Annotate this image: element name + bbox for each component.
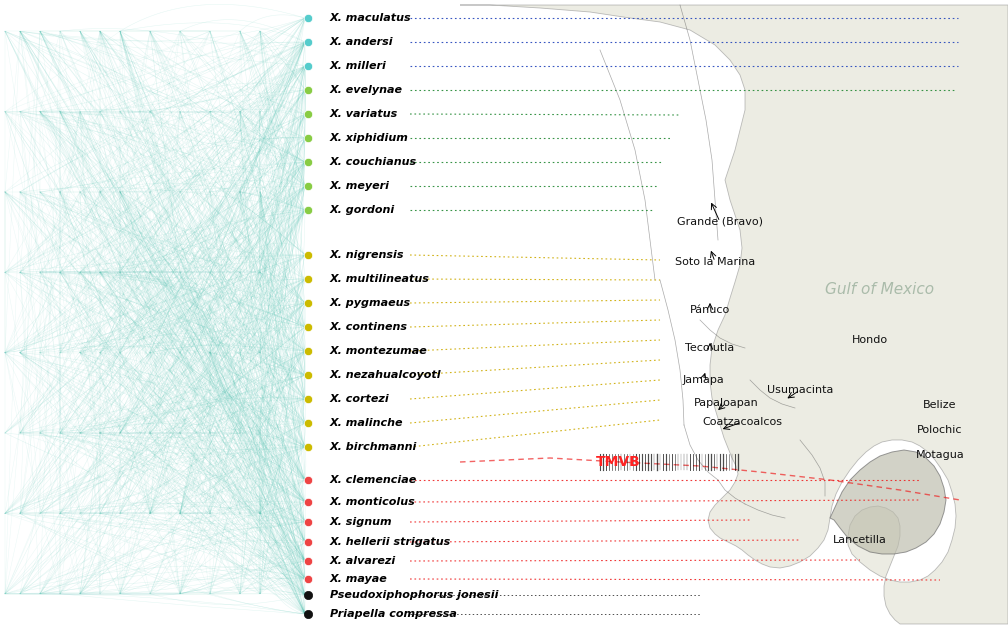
Text: X. cortezi: X. cortezi: [330, 394, 390, 404]
Text: Belize: Belize: [923, 400, 957, 410]
Text: X. meyeri: X. meyeri: [330, 181, 390, 191]
Text: Papaloapan: Papaloapan: [694, 398, 758, 408]
Text: X. nigrensis: X. nigrensis: [330, 250, 404, 260]
Text: X. montezumae: X. montezumae: [330, 346, 427, 356]
Text: X. signum: X. signum: [330, 517, 393, 527]
Text: X. mayae: X. mayae: [330, 574, 388, 584]
Text: X. alvarezi: X. alvarezi: [330, 556, 396, 566]
Text: Jamapa: Jamapa: [682, 375, 724, 385]
Text: X. multilineatus: X. multilineatus: [330, 274, 429, 284]
Text: Usumacinta: Usumacinta: [767, 385, 834, 395]
Text: Lancetilla: Lancetilla: [833, 535, 887, 545]
Text: X. maculatus: X. maculatus: [330, 13, 411, 23]
Text: Priapella compressa: Priapella compressa: [330, 609, 457, 619]
Text: Soto la Marina: Soto la Marina: [675, 257, 755, 267]
Text: Pseudoxiphophorus jonesii: Pseudoxiphophorus jonesii: [330, 590, 499, 600]
Text: X. pygmaeus: X. pygmaeus: [330, 298, 411, 308]
Text: Motagua: Motagua: [915, 450, 965, 460]
Text: Pánuco: Pánuco: [689, 305, 730, 315]
Text: X. nezahualcoyotl: X. nezahualcoyotl: [330, 370, 442, 380]
Text: X. gordoni: X. gordoni: [330, 205, 395, 215]
Text: Hondo: Hondo: [852, 335, 888, 345]
Text: X. birchmanni: X. birchmanni: [330, 442, 417, 452]
Polygon shape: [460, 5, 1008, 624]
Text: X. continens: X. continens: [330, 322, 408, 332]
Text: Polochic: Polochic: [917, 425, 963, 435]
Text: TMVB: TMVB: [596, 455, 640, 469]
Text: X. evelynae: X. evelynae: [330, 85, 403, 95]
Text: Gulf of Mexico: Gulf of Mexico: [826, 282, 934, 298]
Text: X. xiphidium: X. xiphidium: [330, 133, 409, 143]
Text: X. monticolus: X. monticolus: [330, 497, 415, 507]
Text: Tecolutla: Tecolutla: [685, 343, 735, 353]
Text: X. clemenciae: X. clemenciae: [330, 475, 417, 485]
Text: X. milleri: X. milleri: [330, 61, 387, 71]
Text: Grande (Bravo): Grande (Bravo): [677, 217, 763, 227]
Polygon shape: [830, 450, 946, 554]
Text: Coatzacoalcos: Coatzacoalcos: [702, 417, 782, 427]
Text: X. hellerii strigatus: X. hellerii strigatus: [330, 537, 452, 547]
Text: X. malinche: X. malinche: [330, 418, 403, 428]
Text: X. couchianus: X. couchianus: [330, 157, 417, 167]
Text: X. andersi: X. andersi: [330, 37, 394, 47]
Text: X. variatus: X. variatus: [330, 109, 398, 119]
